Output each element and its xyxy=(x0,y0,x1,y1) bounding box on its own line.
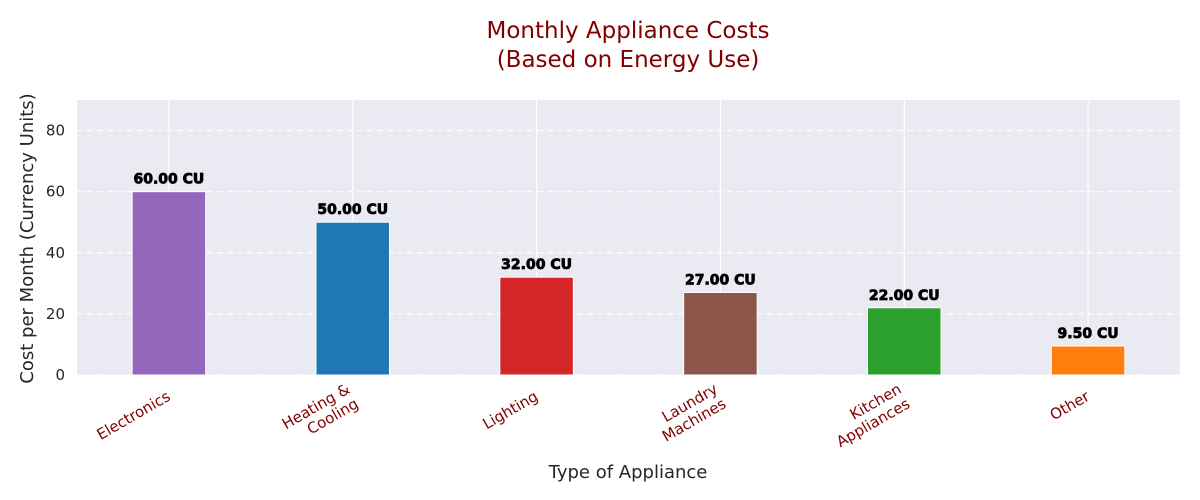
x-tick-label: LaundryMachines xyxy=(651,380,730,446)
svg-text:Heating &Cooling: Heating &Cooling xyxy=(279,380,362,448)
plot-area xyxy=(77,100,1180,375)
x-axis-label: Type of Appliance xyxy=(548,462,708,483)
y-tick-label: 60 xyxy=(46,183,65,201)
x-tick-label: Electronics xyxy=(94,387,174,444)
bar xyxy=(315,221,391,376)
bar-value-label: 60.00 CU xyxy=(134,172,205,188)
svg-text:LaundryMachines: LaundryMachines xyxy=(651,380,730,446)
x-tick-label: Heating &Cooling xyxy=(279,380,362,448)
bar-value-label: 32.00 CU xyxy=(501,257,572,273)
bar-value-label: 50.00 CU xyxy=(317,202,388,218)
bars xyxy=(131,191,1126,376)
x-tick-label: Other xyxy=(1047,387,1094,424)
y-tick-label: 20 xyxy=(46,305,65,323)
bar-value-label: 27.00 CU xyxy=(685,273,756,289)
bar-value-label: 22.00 CU xyxy=(869,288,940,304)
y-tick-label: 80 xyxy=(46,122,65,140)
chart-title: Monthly Appliance Costs (Based on Energy … xyxy=(486,18,769,73)
data-labels: 60.00 CU 50.00 CU 32.00 CU 27.00 CU 22.00 CU… xyxy=(133,171,1119,342)
y-tick-label: 0 xyxy=(55,366,65,384)
x-tick-label-line: Electronics xyxy=(94,387,174,444)
chart-title-line: (Based on Energy Use) xyxy=(497,47,760,73)
bar xyxy=(1050,345,1126,376)
svg-text:KitchenAppliances: KitchenAppliances xyxy=(825,380,913,451)
bar xyxy=(866,307,942,376)
x-axis-ticks: Electronics Heating &Cooling Lighting Laund… xyxy=(94,380,1094,451)
bar xyxy=(131,191,207,376)
svg-text:Other: Other xyxy=(1047,387,1094,424)
y-tick-label: 40 xyxy=(46,244,65,262)
chart-title-line: Monthly Appliance Costs xyxy=(486,18,769,44)
bar-value-label: 9.50 CU xyxy=(1058,326,1119,342)
x-tick-label-line: Lighting xyxy=(480,387,542,433)
bar xyxy=(683,292,758,376)
x-tick-label: Lighting xyxy=(480,387,542,433)
grid-lines xyxy=(77,100,1180,376)
x-tick-label: KitchenAppliances xyxy=(825,380,913,451)
x-tick-label-line: Other xyxy=(1047,387,1094,424)
svg-text:Lighting: Lighting xyxy=(480,387,542,433)
svg-text:Electronics: Electronics xyxy=(94,387,174,444)
bar xyxy=(499,276,574,376)
y-axis-label: Cost per Month (Currency Units) xyxy=(17,93,38,383)
y-axis-ticks: 0 20 40 60 80 xyxy=(46,122,65,384)
